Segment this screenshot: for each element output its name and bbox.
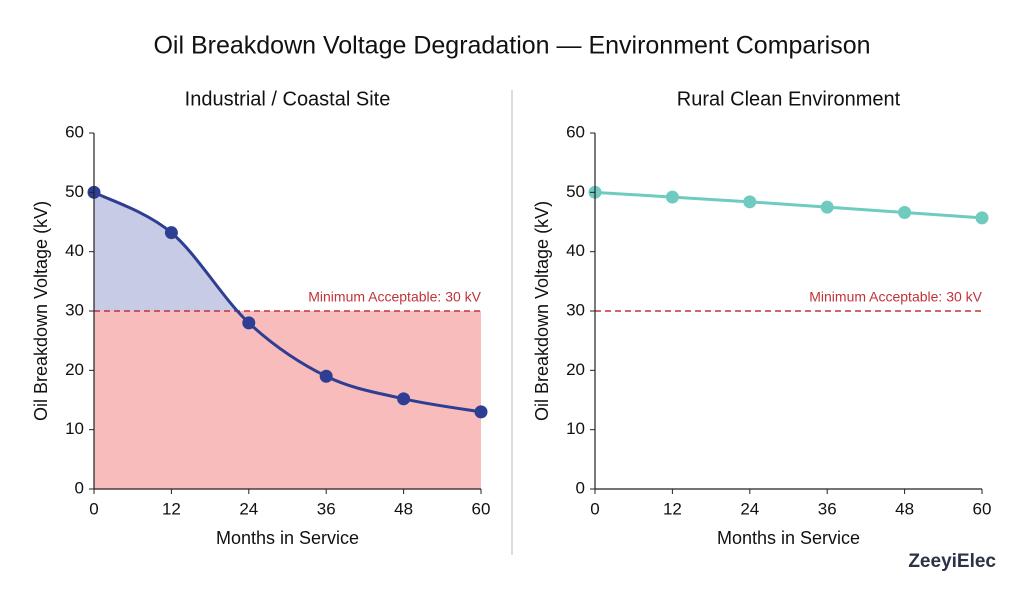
point: [474, 405, 488, 419]
y-tick-label: 20: [566, 360, 585, 379]
y-tick-label: 50: [65, 182, 84, 201]
point: [242, 316, 256, 330]
x-tick-label: 36: [317, 499, 336, 518]
point: [665, 190, 679, 204]
point: [820, 200, 834, 214]
x-tick-label: 12: [663, 499, 682, 518]
y-tick-label: 0: [576, 478, 585, 497]
x-axis-label: Months in Service: [216, 528, 359, 548]
x-tick-label: 0: [590, 499, 599, 518]
threshold-label: Minimum Acceptable: 30 kV: [809, 289, 982, 305]
point: [743, 195, 757, 209]
y-tick-label: 0: [75, 478, 84, 497]
point: [397, 392, 411, 406]
y-axis-label: Oil Breakdown Voltage (kV): [31, 201, 51, 421]
point: [898, 206, 912, 220]
y-axis-label: Oil Breakdown Voltage (kV): [532, 201, 552, 421]
y-tick-label: 60: [65, 122, 84, 141]
subtitle: Industrial / Coastal Site: [185, 88, 391, 110]
line: [594, 190, 983, 220]
y-tick-label: 10: [566, 419, 585, 438]
x-tick-label: 48: [895, 499, 914, 518]
point: [164, 226, 178, 240]
area-above-threshold: [94, 192, 481, 311]
y-tick-label: 40: [65, 241, 84, 260]
y-tick-label: 50: [566, 182, 585, 201]
x-tick-label: 24: [239, 499, 258, 518]
x-tick-label: 48: [394, 499, 413, 518]
x-tick-label: 60: [472, 499, 491, 518]
x-axis-label: Months in Service: [717, 528, 860, 548]
x-tick-label: 24: [740, 499, 759, 518]
subtitle: Rural Clean Environment: [677, 88, 901, 110]
x-tick-label: 36: [818, 499, 837, 518]
y-tick-label: 30: [65, 300, 84, 319]
threshold-label: Minimum Acceptable: 30 kV: [308, 289, 481, 305]
x-tick-label: 60: [973, 499, 992, 518]
y-tick-label: 30: [566, 300, 585, 319]
point: [975, 211, 989, 225]
chart-title: Oil Breakdown Voltage Degradation — Envi…: [153, 32, 870, 60]
x-tick-label: 12: [162, 499, 181, 518]
below-threshold-zone: [94, 311, 481, 489]
x-tick-label: 0: [89, 499, 98, 518]
y-tick-label: 60: [566, 122, 585, 141]
y-tick-label: 20: [65, 360, 84, 379]
y-tick-label: 40: [566, 241, 585, 260]
watermark: ZeeyiElec: [908, 551, 996, 572]
y-tick-label: 10: [65, 419, 84, 438]
point: [319, 369, 333, 383]
